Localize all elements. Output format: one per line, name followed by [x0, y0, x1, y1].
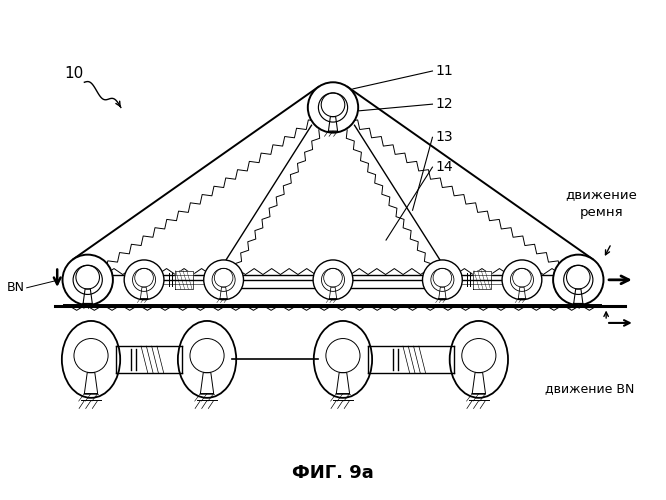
Text: 14: 14 — [436, 160, 454, 174]
Text: движение
ремня: движение ремня — [565, 188, 637, 219]
Circle shape — [124, 260, 164, 300]
Circle shape — [422, 260, 462, 300]
Text: ФИГ. 9а: ФИГ. 9а — [292, 464, 374, 482]
Ellipse shape — [62, 321, 120, 398]
Ellipse shape — [450, 321, 508, 398]
Text: BN: BN — [7, 282, 25, 294]
Ellipse shape — [178, 321, 236, 398]
Circle shape — [313, 260, 353, 300]
Text: движение BN: движение BN — [545, 382, 635, 396]
Text: 11: 11 — [436, 64, 454, 78]
Text: 10: 10 — [65, 66, 84, 80]
Text: 13: 13 — [436, 130, 454, 144]
Text: 12: 12 — [436, 97, 454, 111]
Ellipse shape — [314, 321, 372, 398]
Circle shape — [308, 82, 358, 132]
Circle shape — [553, 254, 603, 305]
Circle shape — [63, 254, 113, 305]
Circle shape — [204, 260, 244, 300]
Circle shape — [502, 260, 542, 300]
